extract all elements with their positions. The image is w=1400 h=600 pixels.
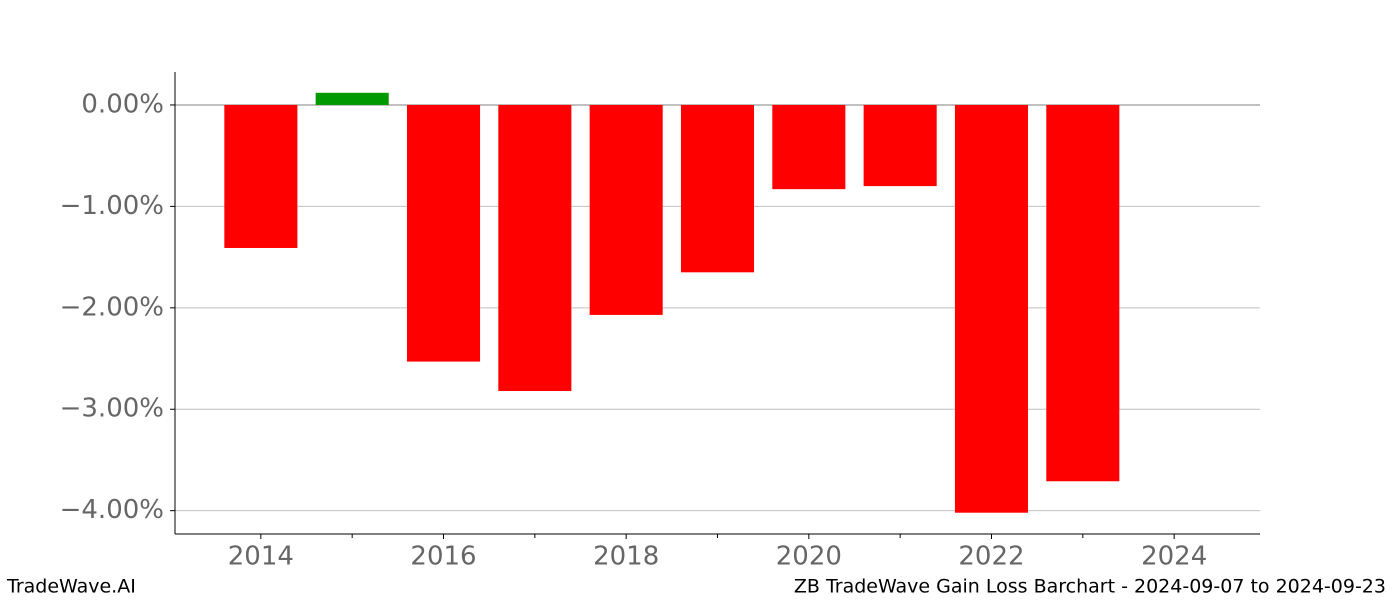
bar [406, 104, 481, 362]
y-tick-label: −4.00% [60, 495, 164, 525]
x-tick-label: 2014 [228, 542, 294, 572]
x-tick-label: 2016 [410, 542, 476, 572]
y-tick-label: −3.00% [60, 394, 164, 424]
bar [315, 92, 389, 105]
x-tick-label: 2024 [1141, 542, 1207, 572]
x-tick-label: 2022 [958, 542, 1024, 572]
bar [863, 104, 937, 187]
y-tick-label: 0.00% [81, 89, 164, 119]
bar [498, 104, 572, 391]
y-tick-label: −1.00% [60, 191, 164, 221]
chart-title: ZB TradeWave Gain Loss Barchart - 2024-0… [794, 576, 1386, 598]
bar [680, 104, 755, 273]
bar [589, 104, 663, 315]
x-tick-label: 2018 [593, 542, 659, 572]
bar [954, 104, 1029, 513]
y-tick-label: −2.00% [60, 292, 164, 322]
bar [772, 104, 846, 190]
bar [1046, 104, 1120, 482]
watermark: TradeWave.AI [6, 576, 136, 598]
x-tick-label: 2020 [776, 542, 842, 572]
bar [224, 104, 298, 248]
